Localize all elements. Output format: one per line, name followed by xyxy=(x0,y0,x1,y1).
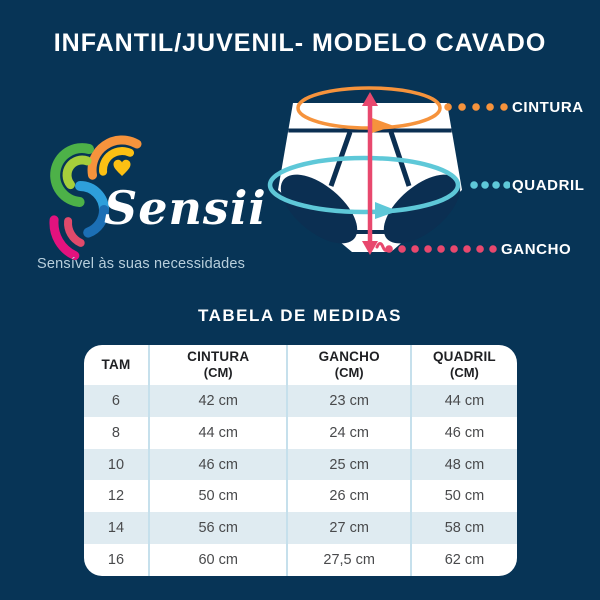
logo-arc-green xyxy=(50,143,94,207)
table-header-row: TAM CINTURA (CM) GANCHO (CM) QUADRIL (CM… xyxy=(84,345,517,385)
hip-measure-ellipse xyxy=(267,155,461,215)
heart-icon xyxy=(113,159,131,176)
column-header-quadril: QUADRIL (CM) xyxy=(409,345,517,385)
briefs-measurement-diagram xyxy=(267,86,510,255)
table-row: 14 56 cm 27 cm 58 cm xyxy=(84,512,517,545)
cell-tam: 12 xyxy=(107,488,125,505)
table-row: 16 60 cm 27,5 cm 62 cm xyxy=(84,544,517,576)
cell-tam: 16 xyxy=(107,552,125,569)
waist-arrowhead xyxy=(372,118,394,133)
page-title: INFANTIL/JUVENIL- MODELO CAVADO xyxy=(53,29,547,57)
cell-quadril: 44 cm xyxy=(409,385,517,417)
cell-gancho: 27,5 cm xyxy=(286,544,411,576)
column-header-tam: TAM xyxy=(101,356,131,372)
table-row: 8 44 cm 24 cm 46 cm xyxy=(84,416,517,449)
cell-cintura: 46 cm xyxy=(147,448,288,481)
leg-opening-right xyxy=(383,174,461,244)
logo-arc-dark-blue xyxy=(83,205,110,238)
cell-cintura: 44 cm xyxy=(147,416,288,449)
logo-arc-crimson xyxy=(64,217,85,247)
cell-tam: 6 xyxy=(111,392,120,409)
hip-arrowhead xyxy=(375,202,398,219)
brand-name: Sensii xyxy=(104,181,267,235)
table-title: TABELA DE MEDIDAS xyxy=(198,306,402,325)
cell-tam: 10 xyxy=(107,456,125,473)
cell-gancho: 27 cm xyxy=(286,512,411,545)
column-header-gancho: GANCHO (CM) xyxy=(286,345,411,385)
size-table: TAM CINTURA (CM) GANCHO (CM) QUADRIL (CM… xyxy=(84,345,517,576)
cell-cintura: 42 cm xyxy=(147,385,288,417)
cell-cintura: 50 cm xyxy=(147,480,288,513)
brand-tagline: Sensível às suas necessidades xyxy=(37,256,246,272)
logo-arc-yellow xyxy=(99,147,134,176)
cell-quadril: 58 cm xyxy=(409,512,517,545)
cell-gancho: 23 cm xyxy=(286,385,411,417)
column-header-cintura: CINTURA (CM) xyxy=(147,345,288,385)
size-table-card: TAM CINTURA (CM) GANCHO (CM) QUADRIL (CM… xyxy=(84,345,517,576)
cell-cintura: 56 cm xyxy=(147,512,288,545)
cell-quadril: 48 cm xyxy=(409,448,517,481)
gancho-arrowhead-top xyxy=(362,92,378,106)
sensii-logo xyxy=(49,135,142,261)
quadril-label: QUADRIL xyxy=(512,177,585,194)
cell-gancho: 26 cm xyxy=(286,480,411,513)
gancho-arrowhead-bottom xyxy=(362,241,378,255)
cell-quadril: 62 cm xyxy=(409,544,517,576)
cintura-label: CINTURA xyxy=(512,99,584,116)
logo-arc-orange xyxy=(87,135,142,180)
table-row: 6 42 cm 23 cm 44 cm xyxy=(84,385,517,417)
logo-arc-blue xyxy=(75,181,109,215)
cell-quadril: 50 cm xyxy=(409,480,517,513)
cell-tam: 8 xyxy=(111,424,120,441)
table-row: 12 50 cm 26 cm 50 cm xyxy=(84,480,517,513)
gancho-label: GANCHO xyxy=(501,241,572,258)
table-row: 10 46 cm 25 cm 48 cm xyxy=(84,448,517,481)
logo-arc-magenta xyxy=(49,215,80,261)
cell-tam: 14 xyxy=(107,520,125,537)
cell-gancho: 25 cm xyxy=(286,448,411,481)
cell-cintura: 60 cm xyxy=(147,544,288,576)
cell-gancho: 24 cm xyxy=(286,416,411,449)
logo-arc-light-green xyxy=(62,155,92,190)
cell-quadril: 46 cm xyxy=(409,416,517,449)
